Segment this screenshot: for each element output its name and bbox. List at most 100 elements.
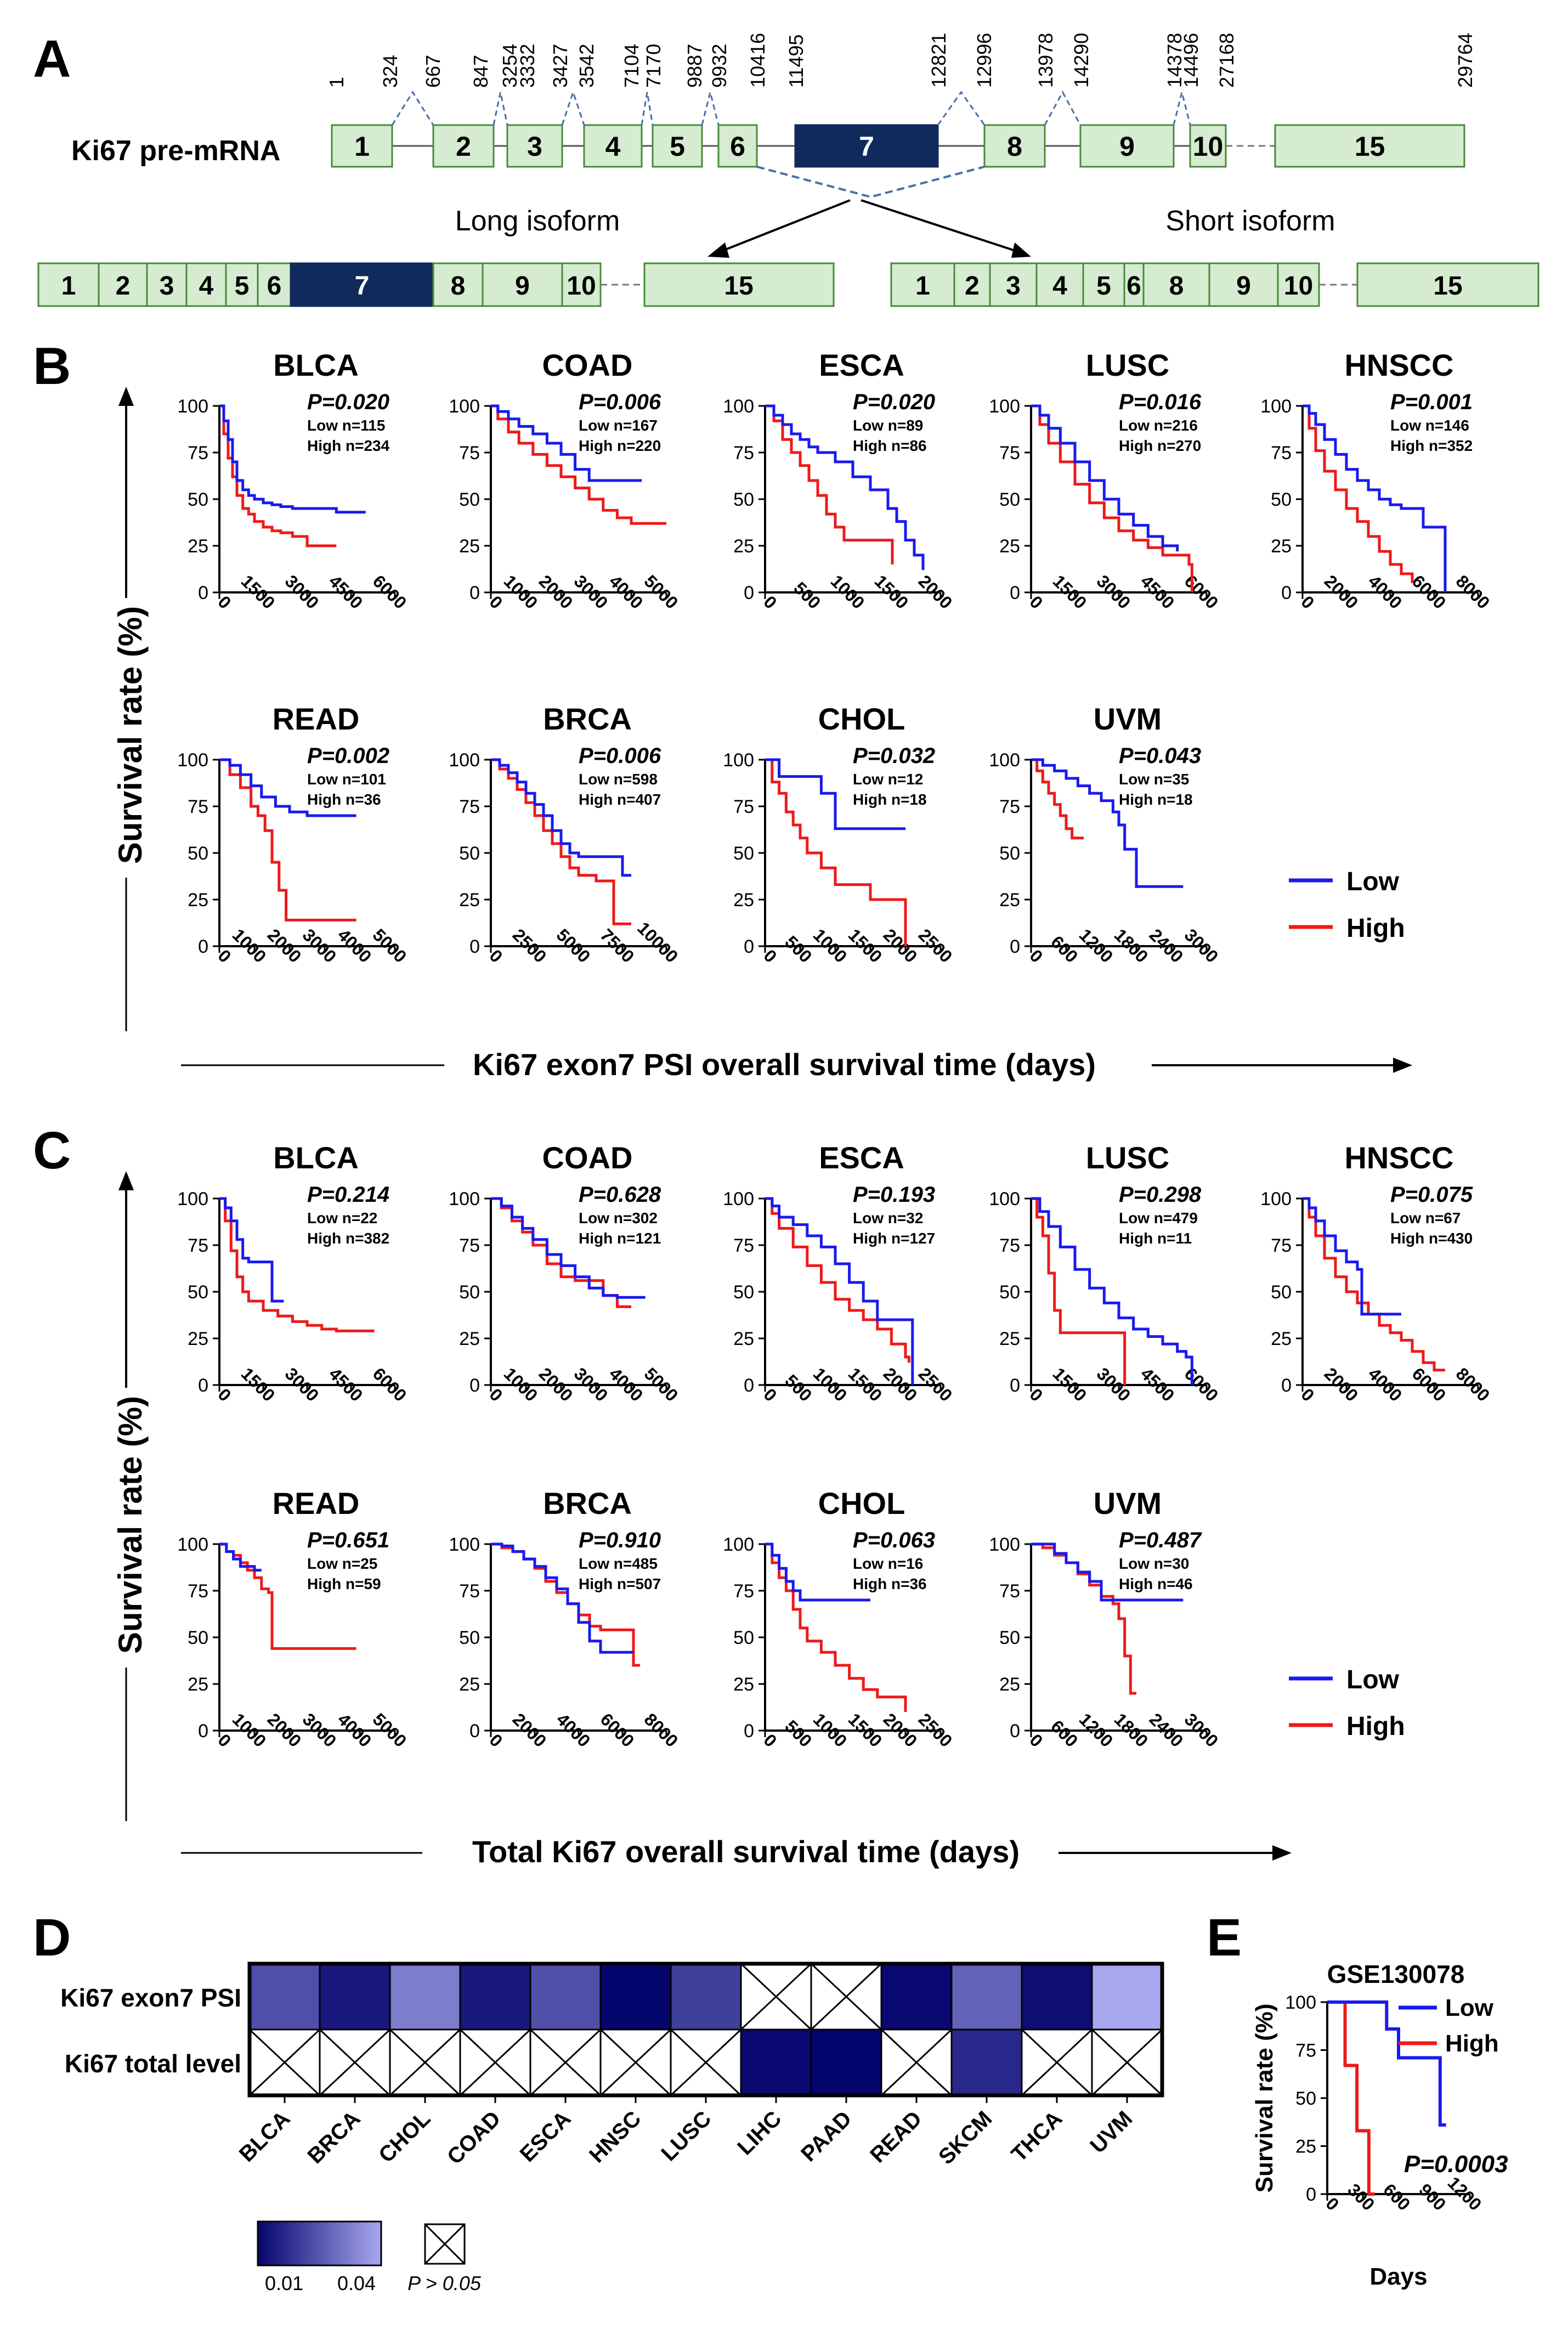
heatmap-col-label: CHOL — [374, 2106, 435, 2167]
km-y-tick-label: 75 — [999, 796, 1020, 817]
heatmap-col-label: PAAD — [796, 2106, 856, 2166]
km-p-value: P=0.651 — [307, 1528, 389, 1552]
short-isoform-arrowhead — [1011, 242, 1031, 258]
km-p-value: P=0.002 — [307, 744, 389, 768]
panel-b-yaxis-arrowhead — [118, 387, 134, 406]
position-label: 12996 — [973, 33, 995, 88]
km-low-curve — [765, 758, 905, 830]
heatmap-legend-low-tick: 0.01 — [265, 2272, 303, 2294]
km-high-n: High n=234 — [307, 437, 390, 454]
pre-mrna-exon-label: 4 — [605, 131, 621, 162]
km-y-tick-label: 75 — [1271, 443, 1292, 464]
km-high-curve — [765, 1542, 907, 1712]
km-y-tick-label: 50 — [999, 1282, 1020, 1303]
km-title: LUSC — [1086, 1140, 1169, 1175]
pre-mrna-exon — [1079, 124, 1175, 168]
km-y-tick-label: 75 — [999, 1581, 1020, 1602]
km-y-tick-label: 100 — [449, 750, 480, 771]
km-y-tick-label: 50 — [459, 489, 480, 510]
km-y-tick-label: 50 — [459, 1282, 480, 1303]
km-low-n: Low n=598 — [579, 771, 658, 788]
km-x-tick-label: 0 — [1026, 1730, 1046, 1751]
km-y-tick-label: 25 — [459, 1329, 480, 1349]
km-y-tick-label: 100 — [989, 1189, 1020, 1209]
km-y-tick-label: 75 — [188, 1581, 208, 1602]
panel-c-total-survival: Survival rate (%) Total Ki67 overall sur… — [112, 1140, 1494, 1869]
km-y-tick-label: 75 — [188, 443, 208, 464]
km-high-curve — [765, 404, 894, 564]
km-y-tick-label: 100 — [449, 396, 480, 417]
km-high-curve — [491, 758, 631, 925]
km-title: BRCA — [543, 702, 632, 736]
heatmap-col-label: LIHC — [733, 2106, 786, 2160]
km-x-tick-label: 0 — [485, 946, 506, 966]
heatmap-cell — [1091, 1963, 1163, 2031]
km-y-tick-label: 75 — [733, 1235, 754, 1256]
km-high-n: High n=11 — [1119, 1230, 1192, 1247]
km-x-tick-label: 0 — [760, 1730, 780, 1751]
km-y-tick-label: 100 — [723, 750, 754, 771]
km-title: CHOL — [818, 1486, 905, 1521]
long-isoform-exon-label: 5 — [235, 272, 250, 301]
km-x-tick-label: 500 — [790, 578, 824, 613]
km-low-n: Low n=16 — [853, 1555, 923, 1572]
km-y-tick-label: 0 — [469, 1721, 480, 1742]
panel-e-x-tick-label: 300 — [1344, 2180, 1378, 2214]
km-y-tick-label: 100 — [177, 750, 208, 771]
long-isoform-exon — [561, 262, 602, 307]
km-y-tick-label: 100 — [989, 396, 1020, 417]
panel-b-legend-low-label: Low — [1346, 867, 1400, 896]
panel-a-gene-structure: Ki67 pre-mRNA 1 2 3 4 5 6 7 8 9 10 151 324 667 847 3254… — [37, 33, 1539, 307]
km-x-tick-label: 0 — [485, 1730, 506, 1751]
heatmap-legend-high-tick: 0.04 — [337, 2272, 376, 2294]
heatmap-cell — [389, 1963, 461, 2031]
heatmap-col-label: HNSC — [585, 2106, 646, 2167]
position-label: 3332 — [516, 44, 539, 88]
panel-e-y-tick-label: 25 — [1295, 2136, 1316, 2157]
panel-letter-a: A — [33, 30, 71, 88]
heatmap-cell-cross — [810, 1963, 882, 2031]
km-low-curve — [1303, 404, 1447, 592]
long-isoform-exon-label: 10 — [567, 272, 596, 301]
pre-mrna-exon — [983, 124, 1046, 168]
km-y-tick-label: 75 — [188, 1235, 208, 1256]
panel-e-x-tick-label: 900 — [1415, 2180, 1450, 2214]
heatmap-col-label: READ — [865, 2106, 926, 2167]
km-y-tick-label: 50 — [1271, 489, 1292, 510]
km-y-tick-label: 50 — [459, 1627, 480, 1648]
km-y-tick-label: 100 — [449, 1534, 480, 1555]
short-isoform-exon — [1208, 262, 1279, 307]
heatmap-row-label: Ki67 exon7 PSI — [60, 1983, 241, 2012]
km-y-tick-label: 0 — [198, 1721, 208, 1742]
panel-letter-d: D — [33, 1908, 71, 1967]
km-title: CHOL — [818, 702, 905, 736]
pre-mrna-exon-label: 1 — [354, 131, 370, 162]
position-label: 27168 — [1215, 33, 1238, 88]
km-y-tick-label: 75 — [1271, 1235, 1292, 1256]
heatmap-cell-cross — [740, 1963, 812, 2031]
position-label: 324 — [379, 55, 401, 88]
position-label: 1 — [325, 77, 348, 88]
long-isoform-exon-label: 7 — [355, 272, 370, 301]
km-low-curve — [219, 404, 366, 514]
pre-mrna-exon — [717, 124, 758, 168]
panel-c-legend-low-label: Low — [1346, 1665, 1400, 1694]
position-label: 29764 — [1454, 33, 1476, 88]
pre-mrna-exon-label: 10 — [1193, 131, 1224, 162]
heatmap-cell — [319, 1963, 391, 2031]
km-high-n: High n=18 — [853, 791, 927, 808]
heatmap-na-legend-cross — [424, 2223, 466, 2265]
km-y-tick-label: 50 — [188, 1627, 208, 1648]
km-y-tick-label: 100 — [723, 1534, 754, 1555]
position-label: 14496 — [1180, 33, 1202, 88]
heatmap-col-label: ESCA — [516, 2106, 576, 2167]
pre-mrna-exon — [506, 124, 563, 168]
long-isoform-exon — [290, 262, 434, 307]
km-y-tick-label: 50 — [188, 843, 208, 864]
km-title: UVM — [1094, 702, 1162, 736]
km-low-n: Low n=22 — [307, 1209, 377, 1226]
long-isoform-arrow — [718, 199, 851, 253]
km-high-n: High n=127 — [853, 1230, 935, 1247]
